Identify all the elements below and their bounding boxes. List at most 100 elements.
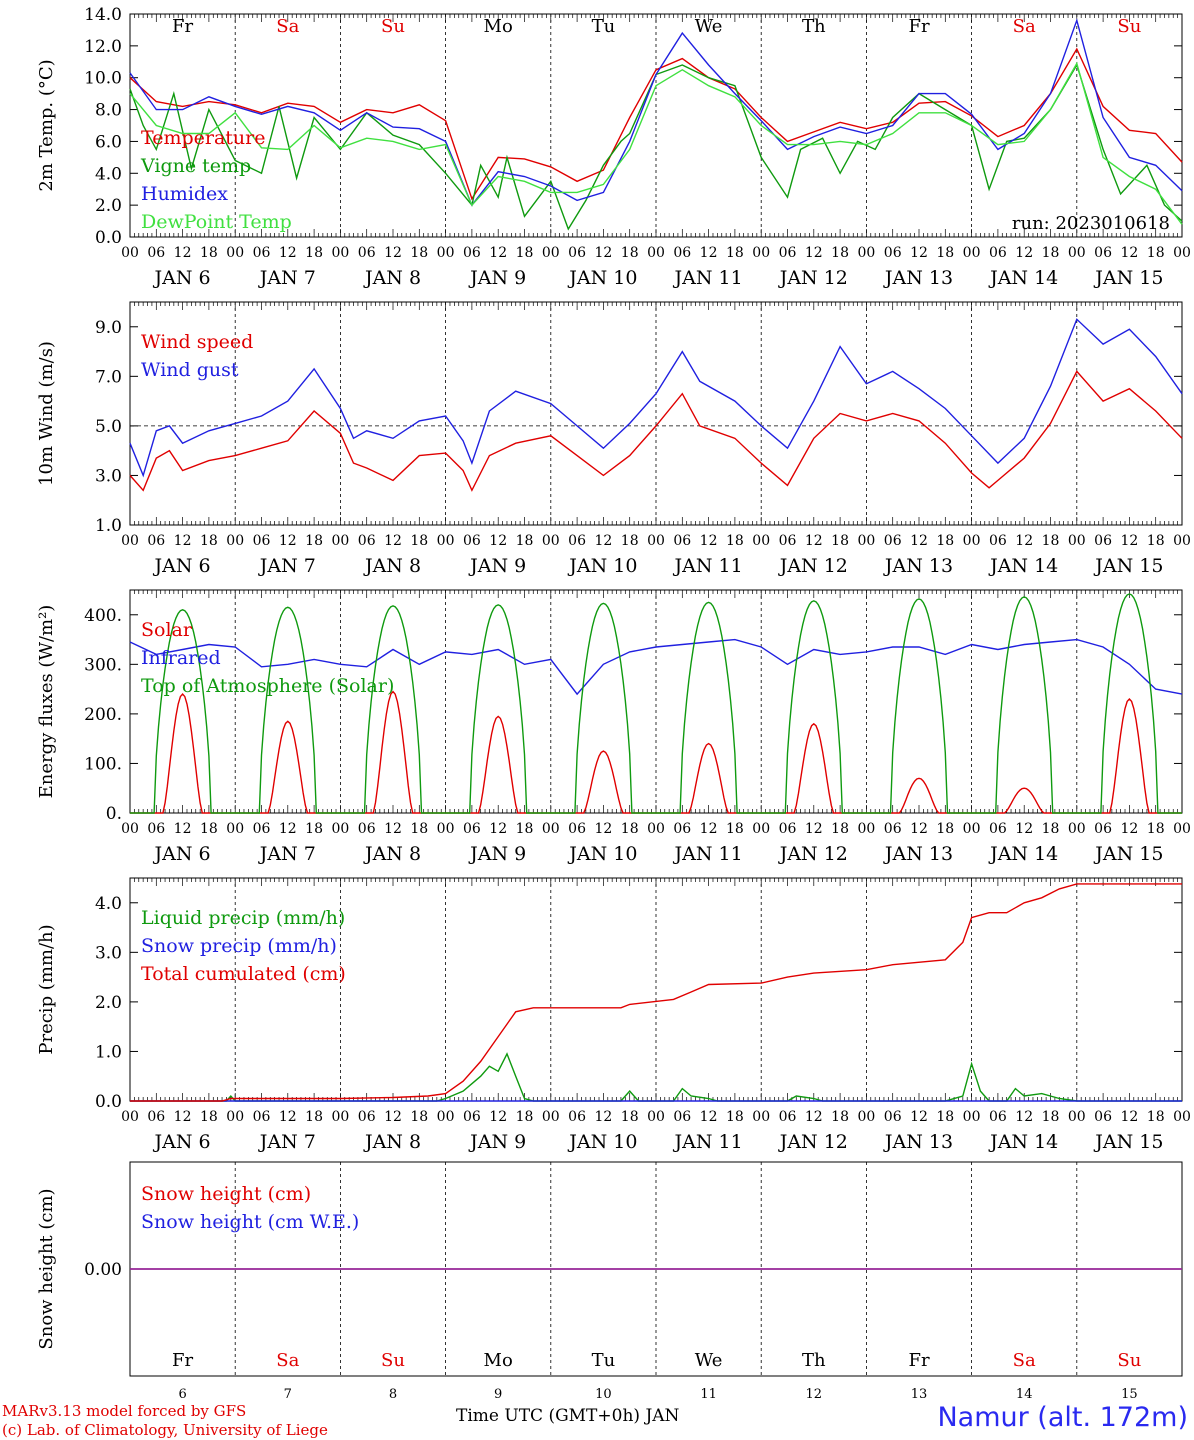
legend-entry: Total cumulated (cm) (141, 963, 346, 985)
hour-tick-label: 12 (1015, 533, 1033, 549)
y-axis-title: 10m Wind (m/s) (36, 341, 57, 486)
hour-tick-label: 18 (831, 245, 849, 261)
hour-tick-label: 00 (121, 1109, 139, 1125)
y-tick-label: 1.0 (95, 1042, 122, 1062)
y-axis-title: Snow height (cm) (36, 1188, 57, 1349)
date-label: JAN 7 (258, 555, 316, 577)
date-label: JAN 6 (153, 1131, 211, 1153)
hour-tick-label: 18 (726, 533, 744, 549)
hour-tick-label: 00 (752, 1109, 770, 1125)
series-line-temperature (129, 47, 1183, 201)
day-number-label: 11 (700, 1387, 717, 1402)
series-line-wind-speed (129, 370, 1183, 492)
date-label: JAN 11 (673, 555, 743, 577)
hour-tick-label: 00 (857, 245, 875, 261)
hour-tick-label: 18 (1042, 533, 1060, 549)
date-label: JAN 11 (673, 1131, 743, 1153)
hour-tick-label: 12 (489, 821, 507, 837)
weekday-label: Su (381, 16, 405, 37)
y-tick-label: 3.0 (95, 943, 122, 963)
hour-tick-label: 00 (1068, 821, 1086, 837)
hour-tick-label: 00 (857, 533, 875, 549)
hour-tick-label: 18 (1042, 821, 1060, 837)
hour-tick-label: 18 (516, 245, 534, 261)
hour-tick-label: 06 (358, 821, 376, 837)
hour-tick-label: 18 (1147, 533, 1165, 549)
hour-tick-label: 12 (805, 821, 823, 837)
date-label: JAN 8 (363, 843, 421, 865)
hour-tick-label: 18 (726, 245, 744, 261)
date-label: JAN 13 (883, 1131, 953, 1153)
hour-tick-label: 00 (121, 245, 139, 261)
station-title: Namur (alt. 172m) (937, 1402, 1188, 1433)
weekday-label: Th (802, 1350, 826, 1371)
hour-tick-label: 00 (437, 1109, 455, 1125)
weekday-label: Fr (908, 1350, 929, 1371)
y-tick-label: 2.0 (95, 993, 122, 1013)
hour-tick-label: 06 (1094, 245, 1112, 261)
legend-entry: Solar (141, 619, 193, 641)
hour-tick-label: 06 (989, 1109, 1007, 1125)
hour-tick-label: 00 (963, 245, 981, 261)
legend-entry: Snow height (cm) (141, 1183, 311, 1205)
day-number-label: 9 (494, 1387, 502, 1402)
hour-tick-label: 06 (779, 821, 797, 837)
hour-tick-label: 12 (910, 245, 928, 261)
hour-tick-label: 00 (963, 821, 981, 837)
hour-tick-label: 06 (1094, 821, 1112, 837)
hour-tick-label: 00 (121, 533, 139, 549)
hour-tick-label: 00 (226, 245, 244, 261)
day-number-label: 7 (284, 1387, 292, 1402)
hour-tick-label: 18 (621, 1109, 639, 1125)
hour-tick-label: 12 (805, 245, 823, 261)
hour-tick-label: 06 (463, 1109, 481, 1125)
day-number-label: 6 (178, 1387, 186, 1402)
series-line-infrared (129, 638, 1183, 696)
hour-tick-label: 00 (542, 245, 560, 261)
hour-tick-label: 18 (831, 821, 849, 837)
date-label: JAN 8 (363, 1131, 421, 1153)
hour-tick-label: 12 (174, 533, 192, 549)
weekday-label: Th (802, 16, 826, 37)
hour-tick-label: 00 (963, 533, 981, 549)
hour-tick-label: 18 (305, 533, 323, 549)
time-axis-title: Time UTC (GMT+0h) JAN (456, 1406, 680, 1426)
date-label: JAN 15 (1093, 267, 1163, 289)
hour-tick-label: 18 (621, 533, 639, 549)
weekday-label: Su (1117, 16, 1141, 37)
weekday-label: Sa (1013, 1350, 1036, 1371)
hour-tick-label: 06 (463, 245, 481, 261)
hour-tick-label: 18 (726, 821, 744, 837)
day-number-label: 15 (1121, 1387, 1138, 1402)
date-label: JAN 14 (988, 555, 1058, 577)
legend-entry: Wind speed (141, 331, 253, 353)
hour-tick-label: 06 (358, 245, 376, 261)
hour-tick-label: 06 (673, 533, 691, 549)
weekday-label: Fr (908, 16, 929, 37)
hour-tick-label: 12 (279, 1109, 297, 1125)
hour-tick-label: 12 (594, 821, 612, 837)
date-label: JAN 9 (468, 843, 526, 865)
hour-tick-label: 06 (884, 821, 902, 837)
hour-tick-label: 12 (489, 1109, 507, 1125)
hour-tick-label: 00 (331, 533, 349, 549)
hour-tick-label: 18 (410, 245, 428, 261)
lab-credit: (c) Lab. of Climatology, University of L… (2, 1421, 328, 1439)
date-label: JAN 13 (883, 267, 953, 289)
hour-tick-label: 12 (805, 1109, 823, 1125)
hour-tick-label: 18 (516, 1109, 534, 1125)
hour-tick-label: 12 (910, 533, 928, 549)
hour-tick-label: 18 (410, 821, 428, 837)
hour-tick-label: 06 (989, 245, 1007, 261)
hour-tick-label: 00 (437, 821, 455, 837)
plot-frame (129, 589, 1183, 814)
hour-tick-label: 18 (305, 245, 323, 261)
hour-tick-label: 06 (358, 1109, 376, 1125)
series-line-wind-gust (129, 318, 1183, 478)
hour-tick-label: 18 (936, 533, 954, 549)
hour-tick-label: 00 (752, 533, 770, 549)
hour-tick-label: 06 (884, 245, 902, 261)
date-label: JAN 7 (258, 267, 316, 289)
panel-3: 0. 100. 200. 300. 400. Energy fluxes (W/m²) So… (36, 589, 1191, 865)
hour-tick-label: 00 (1068, 1109, 1086, 1125)
